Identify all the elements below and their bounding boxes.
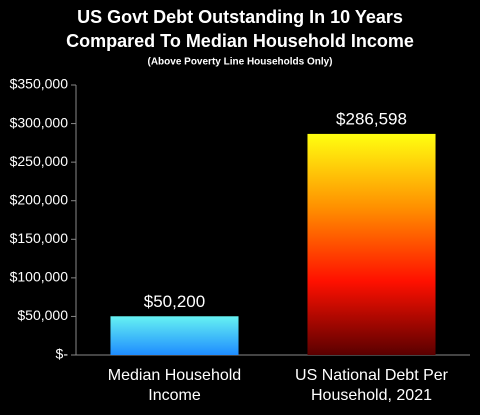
y-tick-label: $200,000	[10, 191, 69, 207]
data-label: $50,200	[144, 292, 205, 311]
chart-subtitle: (Above Poverty Line Households Only)	[147, 57, 332, 68]
y-tick-label: $250,000	[10, 153, 69, 169]
chart-title: US Govt Debt Outstanding In 10 Years	[77, 7, 403, 27]
y-tick-label: $50,000	[17, 307, 68, 323]
data-label: $286,598	[336, 109, 407, 128]
y-tick-label: $300,000	[10, 114, 69, 130]
chart-title: Compared To Median Household Income	[66, 31, 414, 51]
y-tick-label: $150,000	[10, 230, 69, 246]
x-tick-label: US National Debt Per Household, 2021	[295, 367, 448, 404]
y-tick-label: $350,000	[10, 76, 69, 92]
bar	[110, 316, 239, 355]
x-tick-label: Median Household Income	[107, 367, 242, 404]
y-tick-label: $-	[56, 346, 69, 362]
y-tick-label: $100,000	[10, 269, 69, 285]
bar	[307, 133, 436, 355]
